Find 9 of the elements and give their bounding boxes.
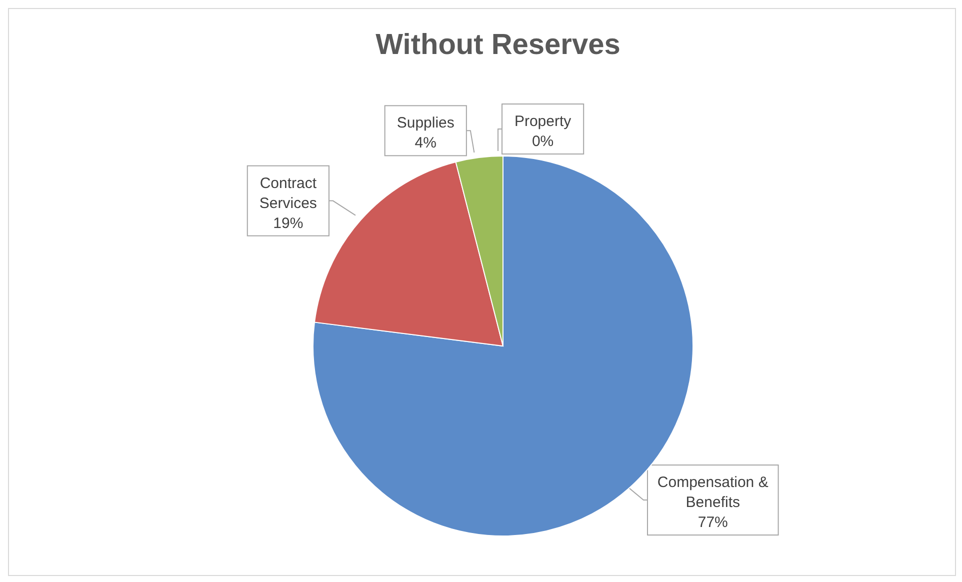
category-label: Property [514, 113, 572, 130]
slice-label: Contract Services [259, 174, 318, 212]
data-label: 77% [698, 514, 728, 532]
text: 0% [532, 133, 554, 150]
chart-title: Without Reserves [376, 29, 620, 61]
slice-label: Compensation & Benefits [657, 474, 768, 512]
data-label: 19% [273, 214, 304, 232]
data-label: 4% [414, 134, 436, 152]
slice-label: Supplies [396, 114, 454, 132]
